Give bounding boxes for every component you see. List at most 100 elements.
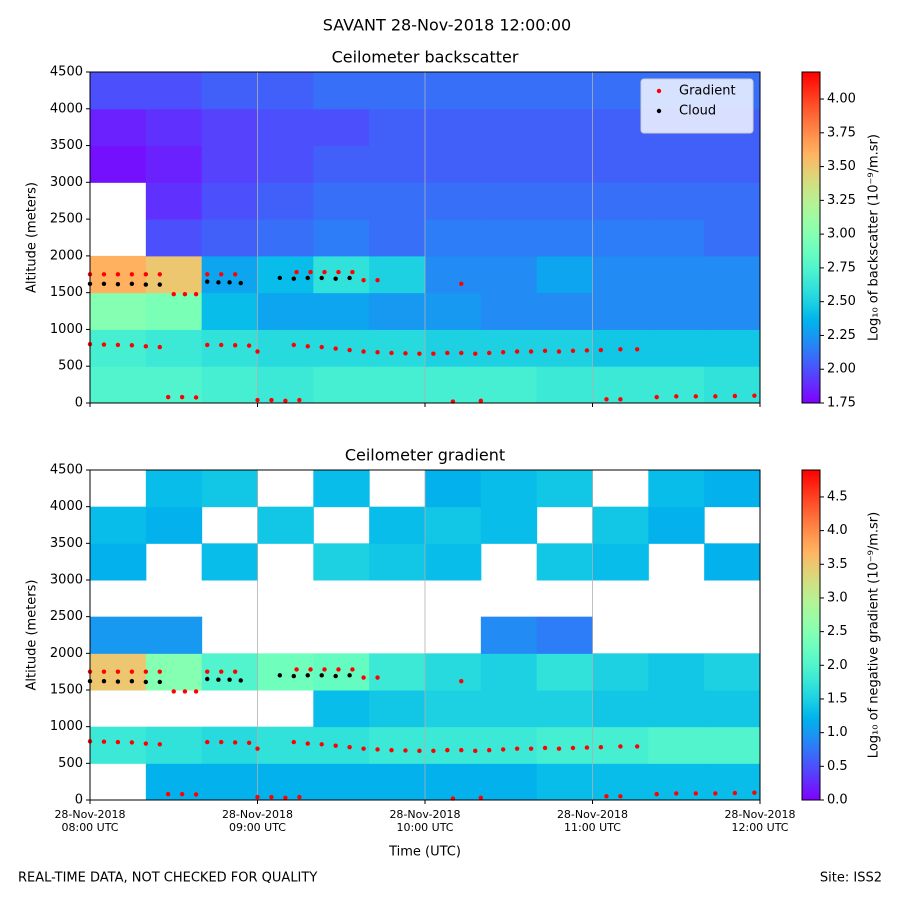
- heatmap-cell: [425, 366, 482, 404]
- x-axis-label: Time (UTC): [388, 845, 461, 860]
- heatmap-cell: [480, 366, 538, 404]
- scatter-point: [143, 679, 149, 685]
- scatter-point: [713, 394, 718, 399]
- heatmap-cell: [201, 72, 258, 110]
- scatter-point: [227, 280, 232, 285]
- colorbar-tick-label: 2.25: [827, 328, 856, 343]
- heatmap-cell: [145, 292, 203, 330]
- heatmap-cell: [201, 653, 258, 691]
- scatter-point: [459, 747, 464, 753]
- scatter-point: [129, 669, 135, 674]
- scatter-point: [305, 741, 310, 746]
- plot-frame: [89, 71, 761, 404]
- heatmap-cell: [201, 292, 258, 330]
- heatmap-cell: [257, 219, 314, 257]
- scatter-point: [473, 351, 478, 356]
- heatmap-cell: [90, 108, 147, 147]
- colorbar: [801, 71, 821, 404]
- scatter-point: [205, 669, 210, 674]
- scatter-point: [333, 346, 338, 351]
- colorbar-tick-label: 1.5: [827, 691, 848, 706]
- scatter-point: [101, 739, 107, 744]
- heatmap-cell: [90, 292, 147, 330]
- x-tick-label: 28-Nov-2018 11:00 UTC: [556, 808, 629, 834]
- heatmap-cell: [425, 145, 482, 183]
- scatter-point: [216, 677, 221, 682]
- scatter-point: [182, 291, 188, 297]
- colorbar-tick-label: 3.5: [827, 557, 848, 572]
- heatmap-cell: [90, 145, 147, 183]
- heatmap-cell: [480, 653, 538, 691]
- scatter-point: [752, 393, 757, 398]
- scatter-point: [171, 291, 176, 297]
- heatmap-cell: [480, 726, 538, 764]
- scatter-point: [459, 350, 464, 356]
- colorbar-tick-label: 1.0: [827, 725, 848, 740]
- scatter-point: [255, 349, 260, 354]
- scatter-point: [674, 394, 679, 399]
- scatter-point: [693, 791, 698, 796]
- scatter-point: [193, 792, 199, 797]
- colorbar-label: Log₁₀ of negative gradient (10⁻⁹/m.sr): [867, 512, 882, 758]
- heatmap-cell: [145, 616, 203, 654]
- scatter-point: [403, 748, 408, 753]
- scatter-point: [361, 675, 366, 680]
- y-tick-label: 1500: [50, 683, 83, 698]
- heatmap-cell: [536, 182, 593, 220]
- scatter-point: [478, 398, 484, 403]
- scatter-point: [219, 739, 224, 745]
- heatmap-cell: [369, 506, 426, 544]
- colorbar-tick-label: 0.5: [827, 759, 848, 774]
- scatter-point: [375, 747, 380, 752]
- heatmap-cell: [704, 726, 761, 764]
- heatmap-cell: [480, 329, 538, 367]
- y-tick-label: 3000: [50, 175, 83, 190]
- heatmap-cell: [257, 292, 314, 330]
- heatmap-cell: [425, 543, 482, 581]
- x-tick-label: 28-Nov-2018 08:00 UTC: [54, 808, 126, 834]
- y-tick-label: 500: [58, 359, 83, 374]
- legend-marker: [656, 88, 662, 94]
- scatter-point: [283, 398, 288, 403]
- heatmap-cell: [480, 182, 538, 220]
- heatmap-cell: [313, 292, 370, 330]
- heatmap-cell: [369, 182, 426, 220]
- scatter-point: [115, 739, 121, 745]
- scatter-point: [417, 351, 422, 356]
- y-tick-label: 3500: [50, 536, 83, 551]
- y-tick-label: 1500: [50, 285, 83, 300]
- heatmap-cell: [704, 470, 761, 508]
- heatmap-cell: [536, 616, 593, 654]
- panel-title: Ceilometer gradient: [345, 446, 505, 465]
- heatmap-cell: [313, 255, 370, 294]
- heatmap-cell: [201, 329, 258, 367]
- y-tick-label: 0: [75, 793, 83, 808]
- scatter-point: [319, 742, 324, 747]
- heatmap-cell: [313, 470, 370, 508]
- heatmap-cell: [704, 145, 761, 183]
- heatmap-cell: [648, 292, 705, 330]
- scatter-point: [129, 281, 135, 287]
- heatmap-cell: [145, 329, 203, 367]
- heatmap-cell: [480, 145, 538, 183]
- scatter-point: [604, 794, 609, 799]
- y-tick-label: 500: [58, 756, 83, 771]
- colorbar-tick-label: 2.0: [827, 658, 848, 673]
- scatter-point: [333, 673, 338, 679]
- scatter-point: [322, 667, 327, 672]
- scatter-point: [618, 744, 623, 749]
- colorbar-tick-label: 4.5: [827, 489, 848, 504]
- footer-right: Site: ISS2: [820, 871, 882, 886]
- scatter-point: [319, 275, 324, 281]
- scatter-point: [431, 351, 436, 356]
- scatter-point: [361, 349, 366, 354]
- y-tick-label: 4000: [50, 499, 83, 514]
- scatter-point: [115, 282, 121, 287]
- heatmap-cell: [145, 219, 203, 257]
- heatmap-cell: [648, 506, 705, 544]
- heatmap-cell: [201, 255, 258, 294]
- heatmap-cell: [313, 763, 370, 801]
- scatter-point: [598, 347, 604, 353]
- scatter-point: [347, 745, 352, 750]
